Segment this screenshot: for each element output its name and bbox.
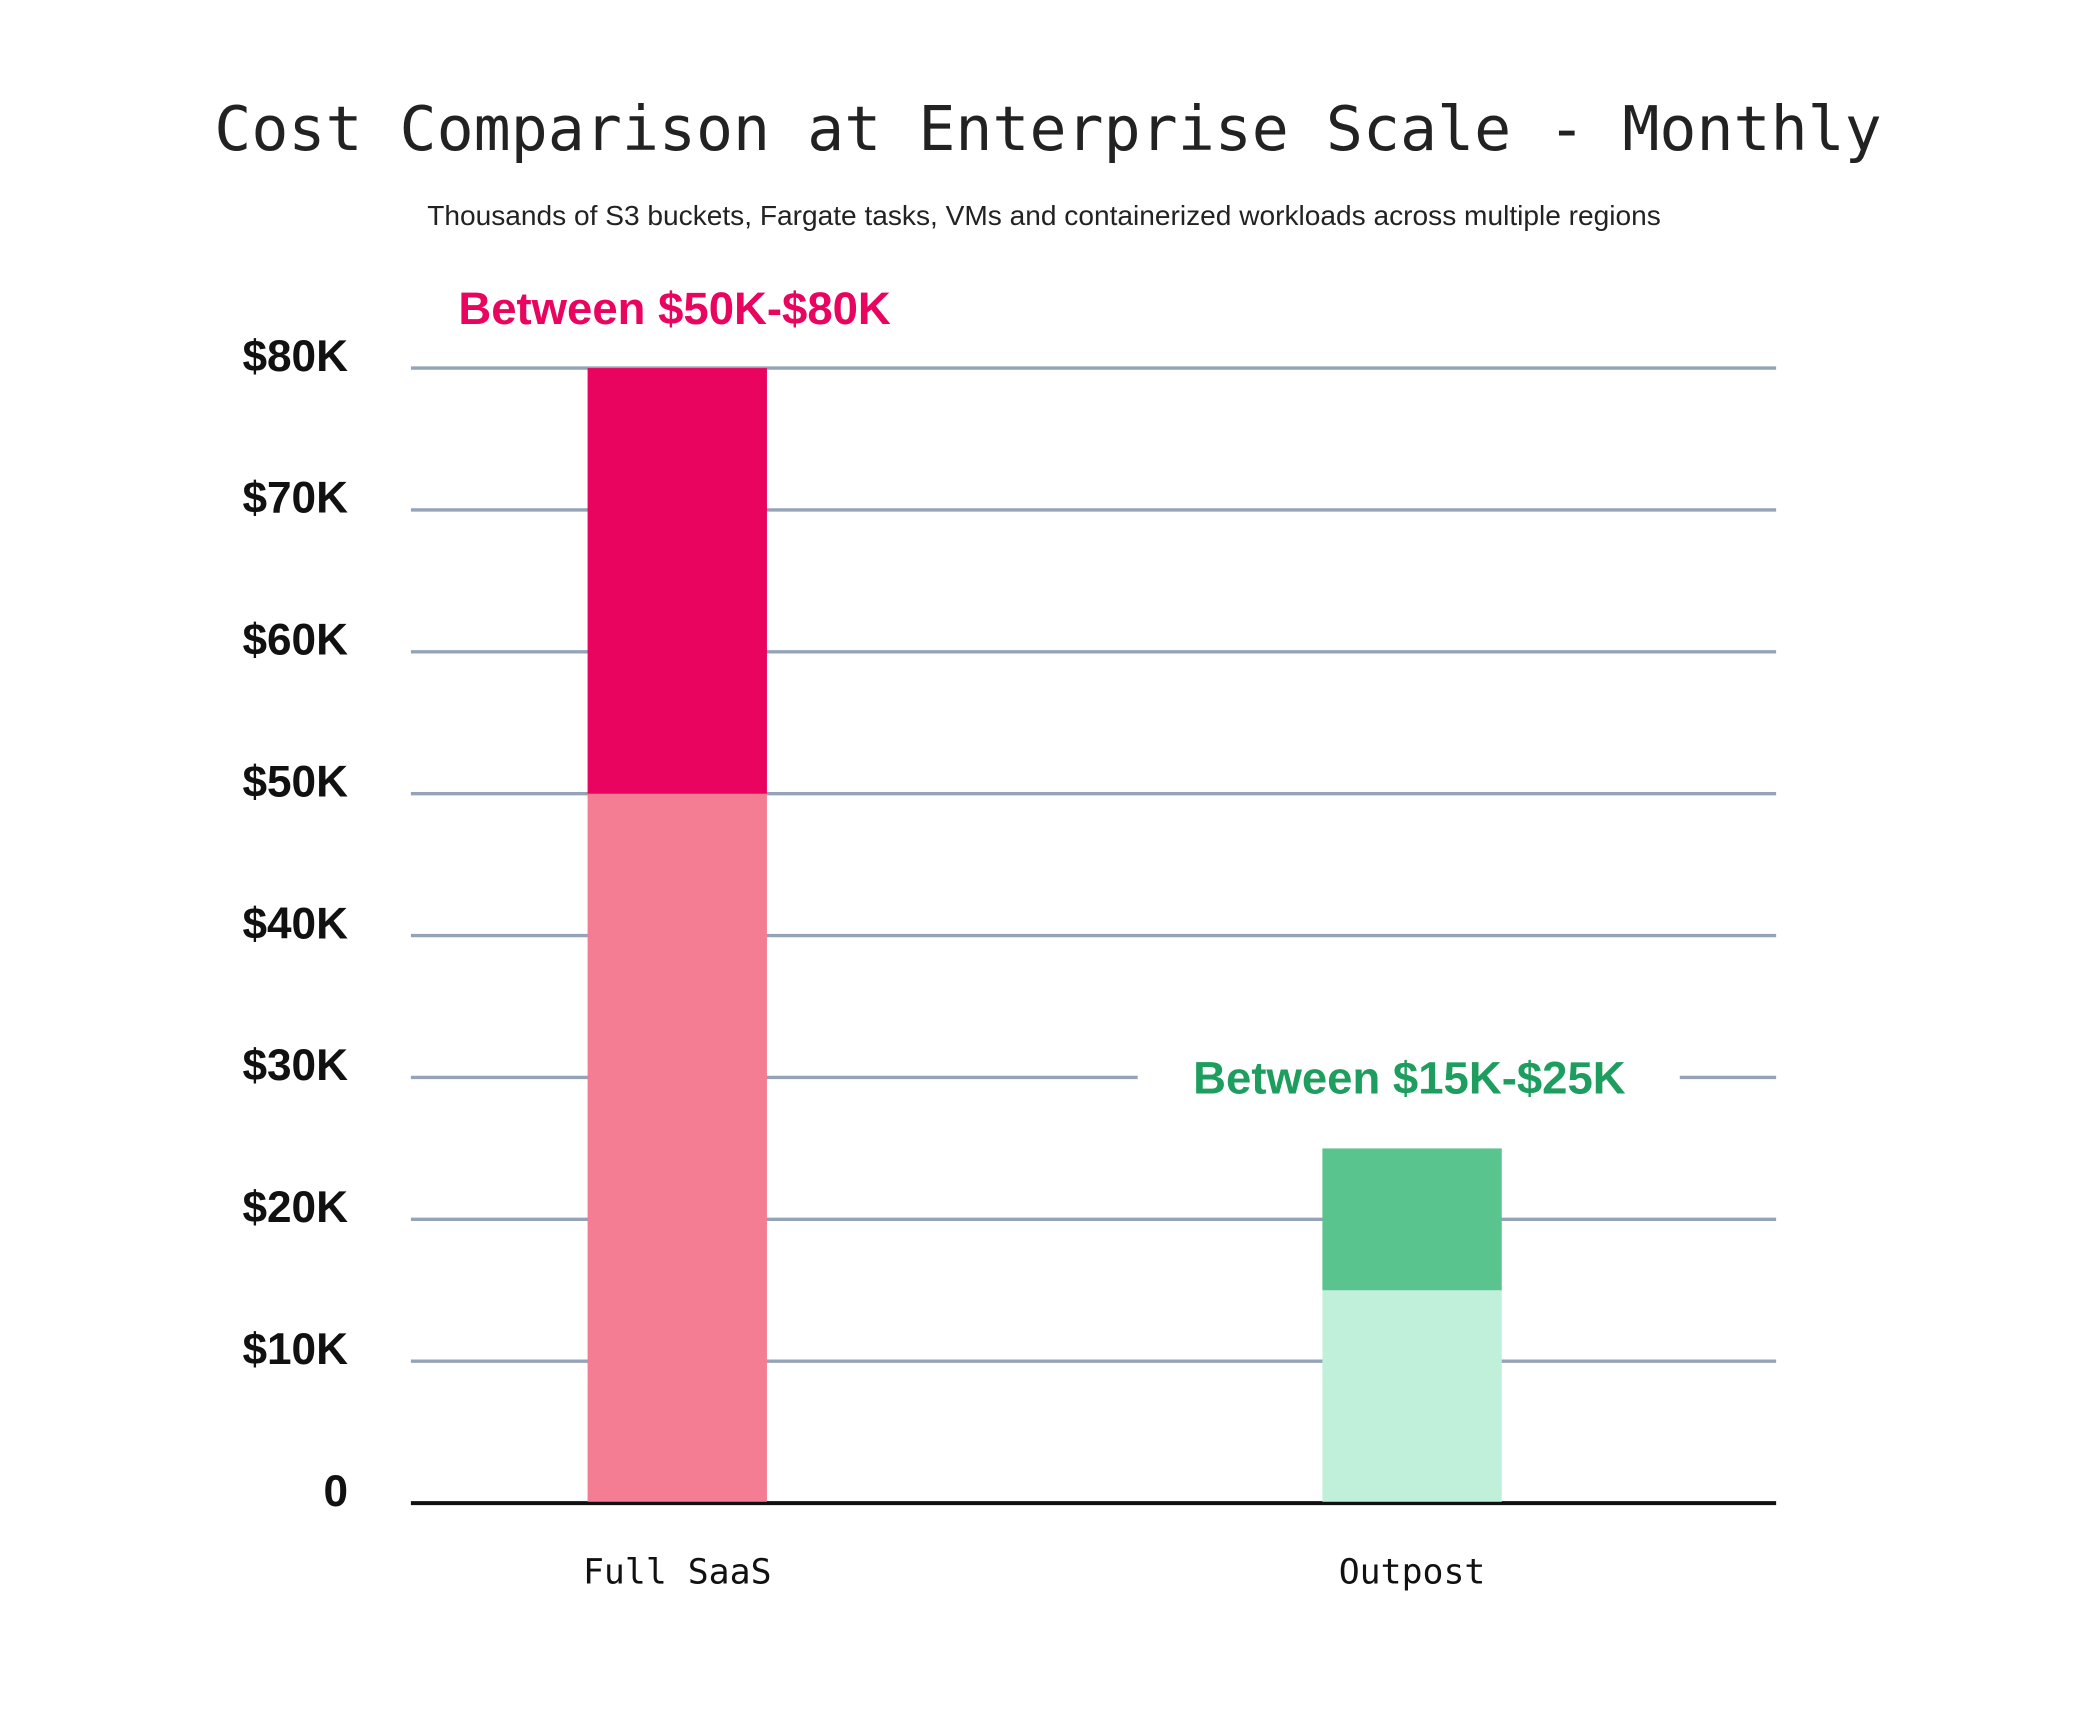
y-tick-label: $10K xyxy=(242,1325,348,1374)
range-label: Between $50K-$80K xyxy=(458,283,891,334)
y-tick-label: $30K xyxy=(242,1041,348,1090)
y-tick-label: 0 xyxy=(323,1467,348,1516)
bar-range-segment xyxy=(1322,1148,1502,1291)
x-tick-label: Outpost xyxy=(1339,1552,1486,1592)
bar-base-segment xyxy=(587,793,767,1502)
y-tick-label: $50K xyxy=(242,757,348,806)
labels: 0 $10K $20K $30K $40K $50K $60K $70K $80K Between… xyxy=(242,283,1625,1592)
range-label: Between $15K-$25K xyxy=(1193,1053,1626,1104)
x-tick-label: Full SaaS xyxy=(583,1552,772,1592)
bars xyxy=(587,368,1502,1502)
y-tick-label: $40K xyxy=(242,899,348,948)
bar-range-segment xyxy=(587,368,767,794)
bar-base-segment xyxy=(1322,1290,1502,1502)
y-tick-label: $80K xyxy=(242,332,348,381)
chart-subtitle: Thousands of S3 buckets, Fargate tasks, … xyxy=(427,200,1661,231)
chart-title: Cost Comparison at Enterprise Scale - Mo… xyxy=(214,93,1881,165)
y-tick-label: $20K xyxy=(242,1183,348,1232)
y-tick-label: $60K xyxy=(242,616,348,665)
y-tick-label: $70K xyxy=(242,474,348,523)
